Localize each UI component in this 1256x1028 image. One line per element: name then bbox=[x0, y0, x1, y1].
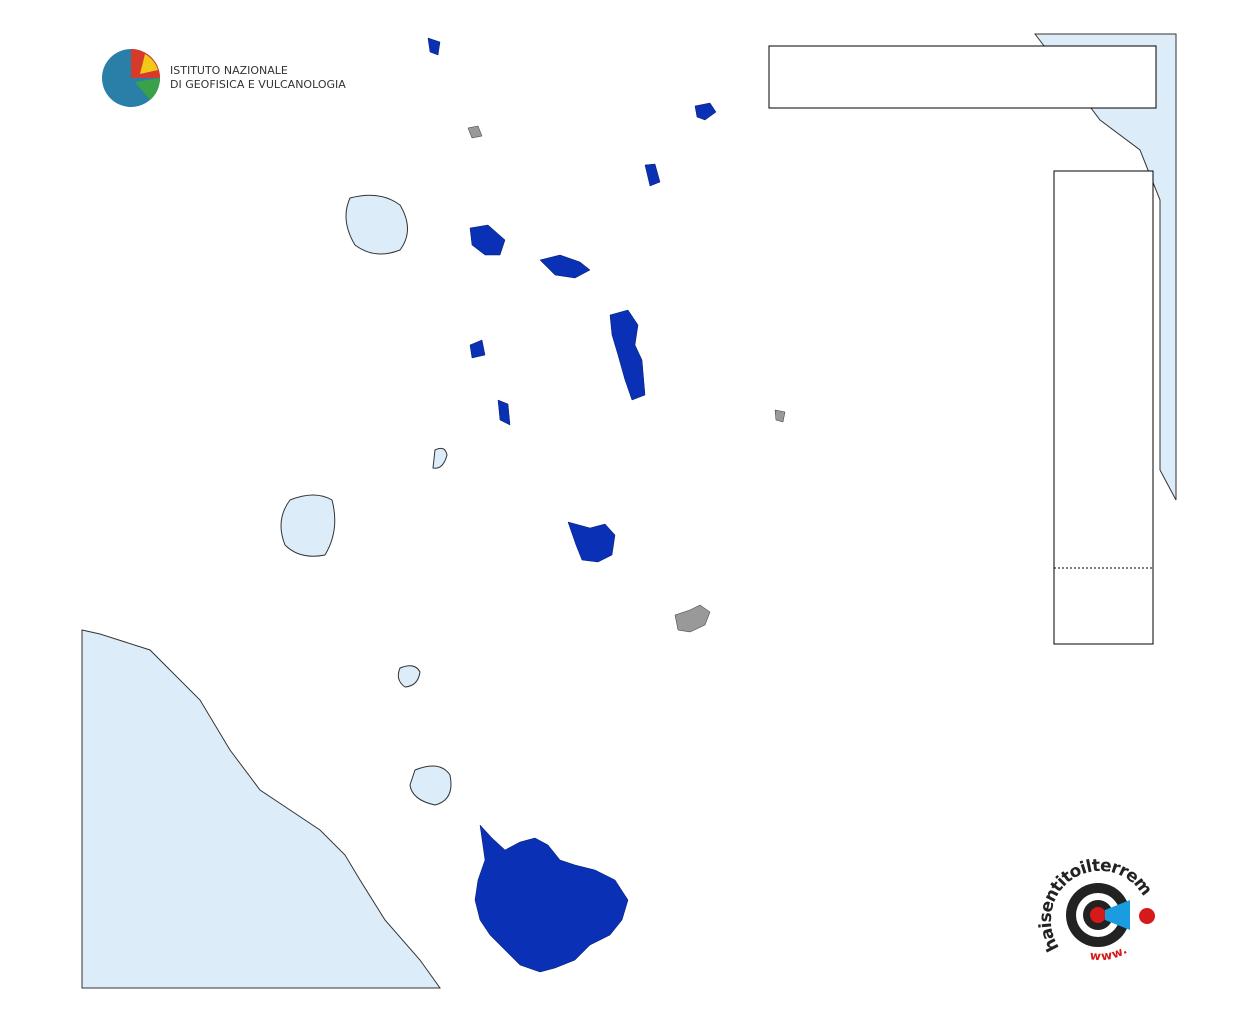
logo-text: DI GEOFISICA E VULCANOLOGIA bbox=[170, 78, 346, 91]
info-box bbox=[768, 45, 1157, 109]
region-blob bbox=[469, 339, 486, 359]
lake bbox=[345, 194, 408, 255]
info-frame bbox=[768, 45, 1157, 109]
region-blob bbox=[644, 163, 661, 187]
logo-speaker bbox=[1105, 900, 1130, 930]
ingv-logo: ISTITUTO NAZIONALE DI GEOFISICA E VULCAN… bbox=[102, 49, 346, 107]
lake bbox=[280, 494, 336, 557]
gray-blob bbox=[674, 604, 711, 633]
legend-frame bbox=[1053, 170, 1154, 645]
lake bbox=[397, 665, 421, 688]
region-blob bbox=[567, 521, 616, 563]
logo-sector bbox=[135, 78, 161, 100]
terrain bbox=[81, 33, 1177, 989]
logo-badge bbox=[1139, 908, 1155, 924]
logo-sector bbox=[140, 54, 158, 74]
gray-blob bbox=[774, 409, 786, 423]
logo-text: ISTITUTO NAZIONALE bbox=[170, 64, 288, 77]
lake bbox=[409, 765, 452, 806]
region-blob bbox=[469, 224, 506, 256]
lake bbox=[432, 447, 448, 469]
region-blob bbox=[609, 309, 646, 401]
region-blob bbox=[694, 102, 717, 121]
logo-dot bbox=[1090, 907, 1106, 923]
gray-blob bbox=[467, 125, 483, 139]
region-blob bbox=[474, 824, 629, 973]
region-blob bbox=[539, 254, 591, 279]
region-blob bbox=[427, 37, 441, 56]
sea bbox=[81, 629, 441, 989]
region-blob bbox=[497, 399, 511, 426]
